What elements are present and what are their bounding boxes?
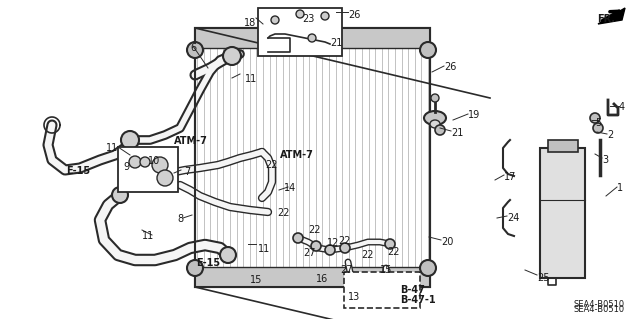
Ellipse shape xyxy=(385,239,395,249)
Ellipse shape xyxy=(308,34,316,42)
Text: 17: 17 xyxy=(504,172,516,182)
Text: 21: 21 xyxy=(330,38,342,48)
Ellipse shape xyxy=(157,170,173,186)
Bar xyxy=(195,28,430,287)
Ellipse shape xyxy=(121,131,139,149)
Text: 26: 26 xyxy=(348,10,360,20)
Text: 23: 23 xyxy=(302,14,314,24)
Ellipse shape xyxy=(271,16,279,24)
Ellipse shape xyxy=(435,125,445,135)
Text: 14: 14 xyxy=(284,183,296,193)
Ellipse shape xyxy=(187,42,203,58)
Text: 19: 19 xyxy=(468,110,480,120)
Bar xyxy=(540,148,585,278)
Ellipse shape xyxy=(293,233,303,243)
Text: 22: 22 xyxy=(338,236,351,246)
Text: 24: 24 xyxy=(507,213,520,223)
Text: B-47-1: B-47-1 xyxy=(400,295,436,305)
Text: 3: 3 xyxy=(602,155,608,165)
Text: FR.: FR. xyxy=(597,14,615,24)
Polygon shape xyxy=(598,8,625,24)
Text: 1: 1 xyxy=(617,183,623,193)
Text: 26: 26 xyxy=(444,62,456,72)
Bar xyxy=(344,272,420,308)
Text: 13: 13 xyxy=(348,292,360,302)
Text: 21: 21 xyxy=(451,128,463,138)
Text: 15: 15 xyxy=(380,265,392,275)
Text: SEA4-B0510: SEA4-B0510 xyxy=(574,300,625,309)
Ellipse shape xyxy=(590,113,600,123)
Text: 27: 27 xyxy=(303,248,316,258)
Ellipse shape xyxy=(112,187,128,203)
Ellipse shape xyxy=(321,12,329,20)
Ellipse shape xyxy=(311,241,321,251)
Ellipse shape xyxy=(430,120,440,128)
Text: 5: 5 xyxy=(595,118,601,128)
Ellipse shape xyxy=(593,123,603,133)
Text: 4: 4 xyxy=(619,102,625,112)
Bar xyxy=(195,267,430,287)
Ellipse shape xyxy=(420,260,436,276)
Text: 22: 22 xyxy=(265,160,278,170)
Text: 10: 10 xyxy=(148,156,160,166)
Bar xyxy=(195,28,430,287)
Text: 11: 11 xyxy=(245,74,257,84)
Text: 7: 7 xyxy=(184,167,190,177)
Ellipse shape xyxy=(420,42,436,58)
Ellipse shape xyxy=(431,94,439,102)
Text: 22: 22 xyxy=(278,208,290,218)
Bar xyxy=(548,140,578,152)
Text: 16: 16 xyxy=(316,274,328,284)
Text: E-15: E-15 xyxy=(66,166,90,176)
Text: B-47: B-47 xyxy=(400,285,425,295)
Ellipse shape xyxy=(325,245,335,255)
Ellipse shape xyxy=(340,243,350,253)
Ellipse shape xyxy=(424,111,446,125)
Text: ATM-7: ATM-7 xyxy=(280,150,314,160)
Ellipse shape xyxy=(187,260,203,276)
Ellipse shape xyxy=(140,157,150,167)
Text: E-15: E-15 xyxy=(196,258,220,268)
Ellipse shape xyxy=(152,157,168,173)
Text: 12: 12 xyxy=(326,238,339,248)
Text: 18: 18 xyxy=(244,18,256,28)
Text: 22: 22 xyxy=(308,225,321,235)
Bar xyxy=(118,147,178,192)
Ellipse shape xyxy=(296,10,304,18)
Text: 22: 22 xyxy=(361,250,374,260)
Text: SEA4-B0510: SEA4-B0510 xyxy=(574,305,625,314)
Bar xyxy=(195,28,430,48)
Text: 9: 9 xyxy=(124,162,130,172)
Ellipse shape xyxy=(220,247,236,263)
Text: 11: 11 xyxy=(258,244,270,254)
Text: 15: 15 xyxy=(250,275,262,285)
Text: 20: 20 xyxy=(441,237,453,247)
Text: 27: 27 xyxy=(340,265,353,275)
Bar xyxy=(258,8,342,56)
Text: 8: 8 xyxy=(177,214,183,224)
Ellipse shape xyxy=(129,156,141,168)
Text: 11: 11 xyxy=(106,143,118,153)
Text: 2: 2 xyxy=(607,130,613,140)
Text: 6: 6 xyxy=(190,43,196,53)
Text: 11: 11 xyxy=(141,231,154,241)
Text: ATM-7: ATM-7 xyxy=(174,136,208,146)
Ellipse shape xyxy=(223,47,241,65)
Text: 25: 25 xyxy=(537,273,550,283)
Text: 22: 22 xyxy=(387,247,399,257)
